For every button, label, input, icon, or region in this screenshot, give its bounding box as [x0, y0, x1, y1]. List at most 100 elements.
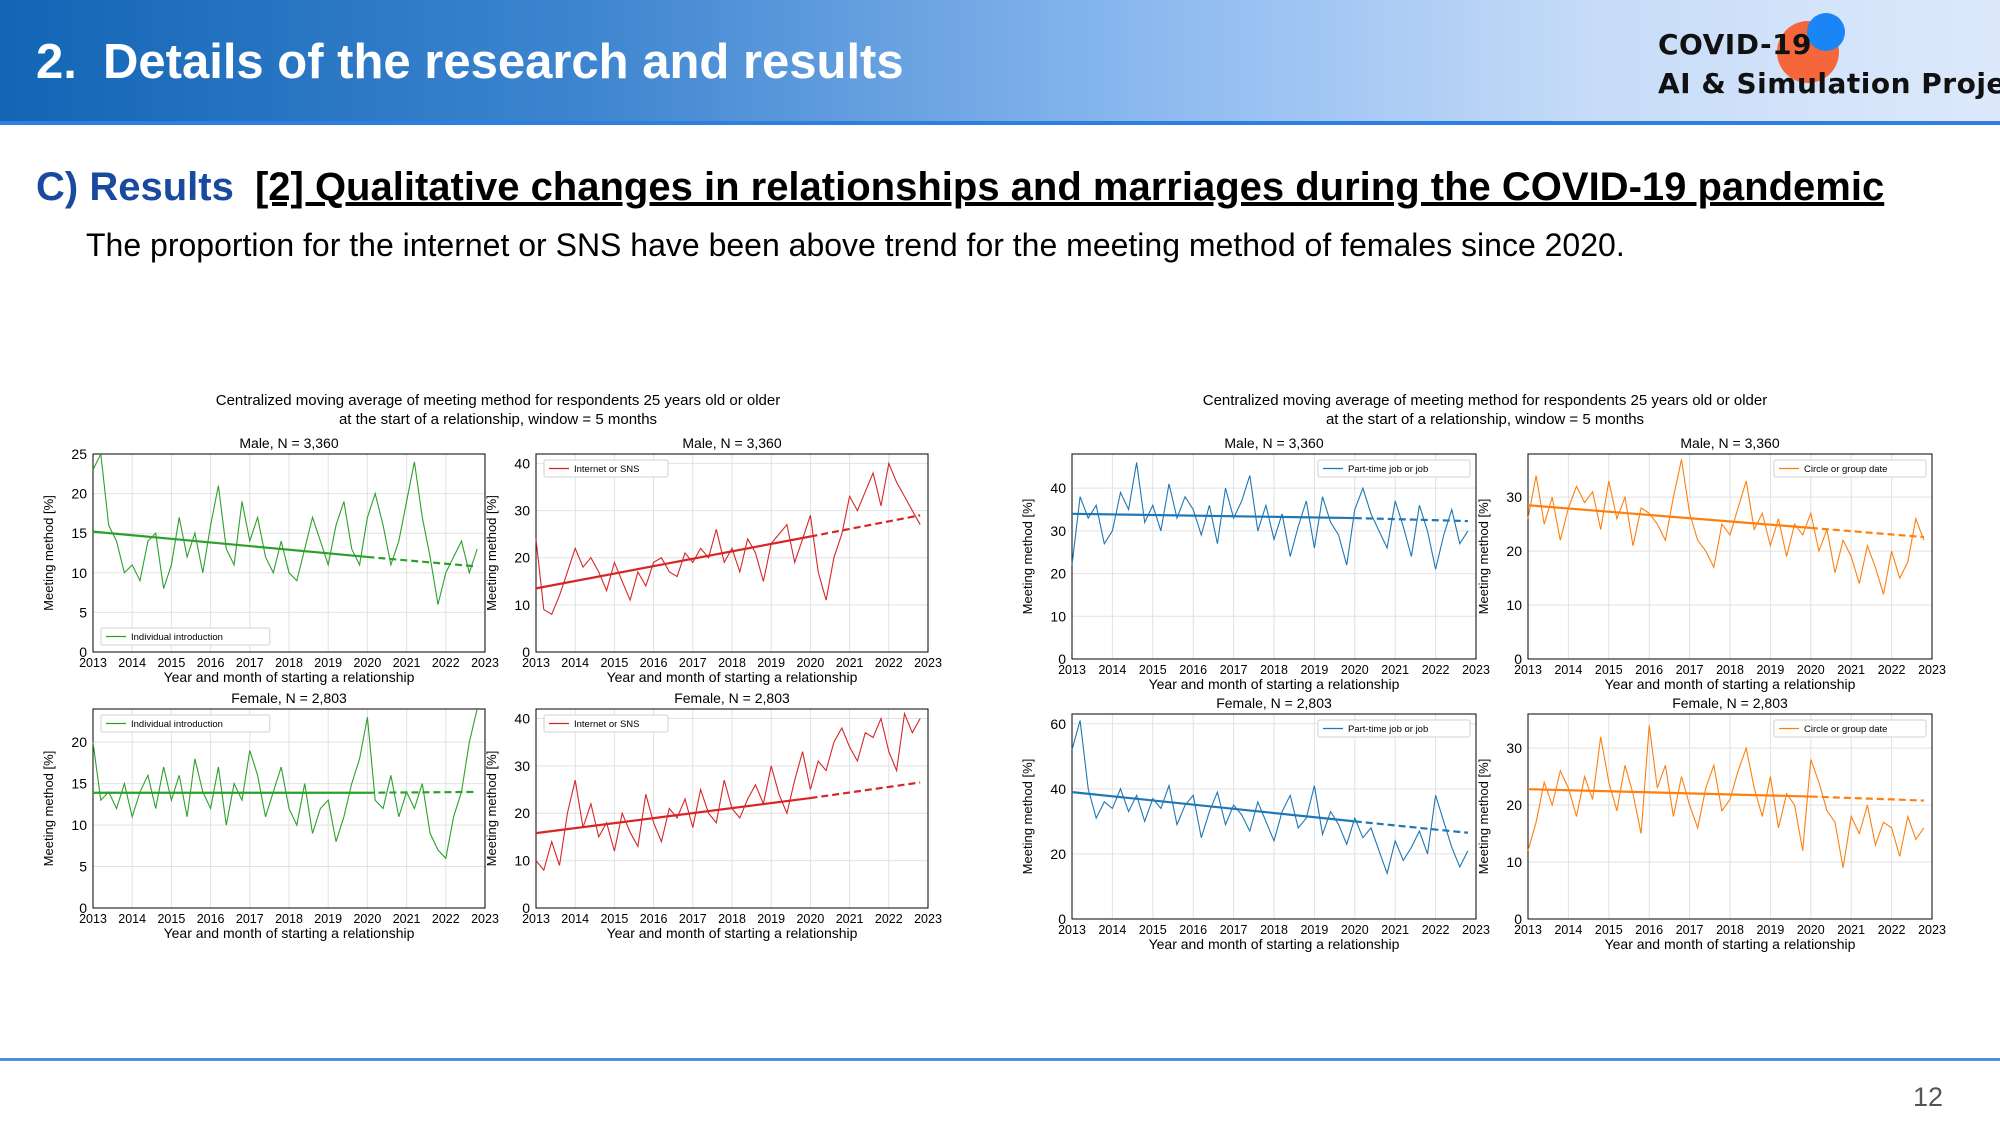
- logo-text-line1: COVID-19: [1658, 28, 1813, 61]
- figure-title-line1: Centralized moving average of meeting me…: [1203, 392, 1768, 409]
- header-divider: [0, 121, 2000, 125]
- y-tick-label: 0: [522, 644, 530, 660]
- x-tick-label: 2023: [1918, 923, 1946, 937]
- x-tick-label: 2018: [275, 912, 303, 926]
- y-tick-label: 5: [79, 859, 87, 875]
- chart-panel: 2013 2014 2015 2016 2017 2018 2019 2020 2021 2022…: [41, 435, 499, 685]
- plot-border: [1527, 453, 1933, 660]
- x-tick-label: 2019: [1756, 663, 1784, 677]
- y-tick-label: 30: [514, 758, 530, 774]
- trend-line-solid: [1527, 504, 1811, 530]
- x-tick-label: 2022: [432, 912, 460, 926]
- y-tick-label: 40: [1050, 480, 1066, 496]
- y-tick-label: 10: [71, 817, 87, 833]
- legend-box: [543, 459, 669, 478]
- footer-divider: [0, 1058, 2000, 1061]
- series-line: [92, 708, 478, 860]
- trend-line-solid: [535, 796, 811, 835]
- x-tick-label: 2017: [236, 912, 264, 926]
- trend-line-solid: [1071, 791, 1355, 823]
- series-line: [1527, 725, 1925, 868]
- x-tick-label: 2018: [1260, 663, 1288, 677]
- x-tick-label: 2022: [432, 656, 460, 670]
- y-tick-label: 25: [71, 446, 87, 462]
- x-tick-label: 2023: [1462, 663, 1490, 677]
- chart-panel: 2013 2014 2015 2016 2017 2018 2019 2020 2021 2022…: [484, 435, 942, 685]
- x-tick-label: 2023: [471, 912, 499, 926]
- x-tick-label: 2015: [157, 656, 185, 670]
- panel-title: Female, N = 2,803: [1672, 695, 1788, 711]
- y-tick-label: 15: [71, 776, 87, 792]
- legend-box: [1773, 459, 1927, 478]
- x-tick-label: 2020: [796, 656, 824, 670]
- y-tick-label: 20: [1050, 846, 1066, 862]
- trend-line-solid: [92, 530, 368, 559]
- legend-box: [543, 714, 669, 733]
- plot-border: [1071, 713, 1477, 920]
- x-tick-label: 2013: [79, 656, 107, 670]
- x-tick-label: 2013: [522, 912, 550, 926]
- x-tick-label: 2014: [1098, 663, 1126, 677]
- series-line: [1527, 459, 1925, 595]
- x-tick-label: 2016: [1179, 923, 1207, 937]
- y-tick-label: 20: [514, 805, 530, 821]
- x-tick-label: 2013: [1514, 663, 1542, 677]
- x-tick-label: 2019: [1300, 663, 1328, 677]
- trend-line-dashed: [1810, 526, 1925, 539]
- chart-panel: 2013 2014 2015 2016 2017 2018 2019 2020 2021 2022…: [1476, 695, 1946, 952]
- y-axis-label: Meeting method [%]: [484, 495, 499, 611]
- logo-blue-circle-icon: [1807, 13, 1845, 51]
- x-tick-label: 2022: [1878, 663, 1906, 677]
- x-tick-label: 2016: [1635, 923, 1663, 937]
- lead-text: The proportion for the internet or SNS h…: [86, 227, 1625, 263]
- x-tick-label: 2016: [1179, 663, 1207, 677]
- y-axis-label: Meeting method [%]: [1020, 499, 1035, 615]
- y-axis-label: Meeting method [%]: [1020, 759, 1035, 875]
- y-tick-label: 10: [71, 565, 87, 581]
- series-line: [1071, 462, 1469, 570]
- x-axis-label: Year and month of starting a relationshi…: [607, 669, 858, 685]
- legend-box: [1317, 719, 1471, 738]
- x-tick-label: 2016: [1635, 663, 1663, 677]
- x-tick-label: 2021: [393, 656, 421, 670]
- x-tick-label: 2020: [1797, 663, 1825, 677]
- panel-title: Female, N = 2,803: [231, 690, 347, 706]
- plot-border: [1071, 453, 1477, 660]
- x-axis-label: Year and month of starting a relationshi…: [164, 925, 415, 941]
- legend-label: Circle or group date: [1804, 464, 1887, 475]
- x-tick-label: 2019: [314, 912, 342, 926]
- x-tick-label: 2016: [197, 912, 225, 926]
- legend-label: Individual introduction: [131, 719, 223, 730]
- y-tick-label: 20: [1050, 566, 1066, 582]
- panel-title: Male, N = 3,360: [1680, 435, 1779, 451]
- x-axis-label: Year and month of starting a relationshi…: [1605, 936, 1856, 952]
- panel-title: Male, N = 3,360: [239, 435, 338, 451]
- x-tick-label: 2022: [875, 656, 903, 670]
- figure-title-line1: Centralized moving average of meeting me…: [216, 392, 781, 409]
- x-tick-label: 2022: [1422, 663, 1450, 677]
- y-tick-label: 0: [1058, 911, 1066, 927]
- x-tick-label: 2021: [1837, 663, 1865, 677]
- y-tick-label: 30: [1506, 489, 1522, 505]
- x-tick-label: 2021: [836, 912, 864, 926]
- y-tick-label: 20: [71, 486, 87, 502]
- x-tick-label: 2018: [275, 656, 303, 670]
- x-tick-label: 2020: [1341, 663, 1369, 677]
- x-tick-label: 2019: [314, 656, 342, 670]
- y-tick-label: 60: [1050, 716, 1066, 732]
- x-tick-label: 2013: [1058, 923, 1086, 937]
- legend-box: [1317, 459, 1471, 478]
- y-tick-label: 0: [1514, 651, 1522, 667]
- y-tick-label: 0: [522, 900, 530, 916]
- x-tick-label: 2020: [1341, 923, 1369, 937]
- section-tag: C) Results: [36, 165, 234, 209]
- y-tick-label: 10: [514, 853, 530, 869]
- x-tick-label: 2022: [875, 912, 903, 926]
- x-tick-label: 2017: [679, 912, 707, 926]
- series-line: [92, 452, 478, 605]
- x-tick-label: 2015: [1595, 923, 1623, 937]
- x-tick-label: 2023: [914, 656, 942, 670]
- x-tick-label: 2017: [1676, 923, 1704, 937]
- x-tick-label: 2023: [914, 912, 942, 926]
- x-tick-label: 2015: [1139, 923, 1167, 937]
